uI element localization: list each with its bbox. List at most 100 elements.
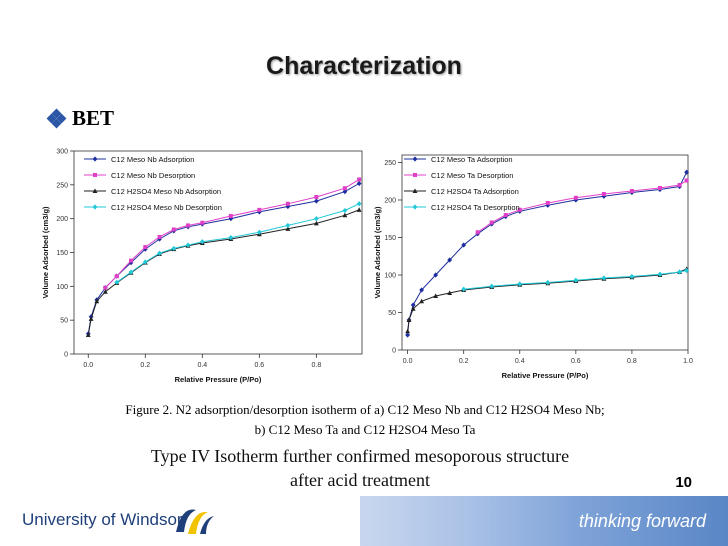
- data-point: [573, 195, 578, 200]
- series-3: [461, 267, 689, 292]
- legend-marker: [92, 156, 98, 162]
- data-point: [357, 177, 362, 182]
- y-tick-label: 150: [56, 250, 68, 257]
- data-point: [200, 220, 205, 225]
- conclusion-text: Type IV Isotherm further confirmed mesop…: [80, 444, 640, 492]
- y-tick-label: 250: [56, 182, 68, 189]
- data-point: [405, 332, 411, 338]
- data-point: [573, 277, 579, 283]
- data-point: [684, 178, 689, 183]
- data-point: [657, 271, 663, 277]
- university-name: University of Windsor: [22, 510, 183, 529]
- legend-label: C12 H2SO4 Meso Nb Desorption: [111, 203, 222, 212]
- series-3: [114, 201, 362, 285]
- series-line: [463, 270, 687, 290]
- data-point: [657, 186, 662, 190]
- data-point: [285, 226, 291, 231]
- x-tick-label: 0.6: [571, 358, 581, 365]
- data-point: [601, 192, 606, 196]
- data-point: [406, 317, 412, 322]
- data-point: [433, 293, 439, 298]
- x-tick-label: 1.0: [683, 358, 693, 365]
- data-point: [419, 298, 425, 304]
- y-tick-label: 200: [56, 216, 68, 223]
- data-point: [545, 279, 551, 286]
- series-line: [407, 172, 688, 336]
- x-tick-label: 0.8: [312, 362, 322, 369]
- x-tick-label: 0.2: [140, 362, 150, 369]
- legend-label: C12 Meso Ta Desorption: [431, 171, 513, 180]
- data-point: [88, 316, 94, 321]
- data-point: [684, 267, 689, 274]
- data-point: [94, 298, 100, 304]
- series-line: [87, 209, 360, 336]
- data-point: [157, 234, 162, 239]
- data-point: [228, 235, 234, 241]
- legend-marker: [413, 173, 417, 177]
- legend-label: C12 H2SO4 Meso Nb Adsorption: [111, 187, 221, 196]
- data-point: [489, 283, 495, 289]
- data-point: [447, 257, 453, 263]
- data-point: [410, 302, 416, 308]
- data-point: [285, 201, 290, 206]
- data-point: [199, 239, 205, 245]
- y-tick-label: 0: [392, 348, 396, 355]
- plot-frame: [73, 150, 363, 355]
- data-point: [256, 229, 262, 235]
- legend-label: C12 Meso Ta Adsorption: [431, 155, 513, 164]
- data-point: [356, 180, 362, 187]
- x-axis-label: Relative Pressure (P/Po): [502, 371, 589, 380]
- data-point: [342, 186, 347, 191]
- series-line: [105, 178, 360, 289]
- data-point: [410, 306, 416, 311]
- x-axis-label: Relative Pressure (P/Po): [175, 375, 262, 384]
- data-point: [143, 245, 148, 250]
- data-point: [503, 213, 508, 217]
- data-point: [157, 250, 162, 256]
- footer-band: [360, 496, 728, 546]
- x-tick-label: 0.0: [83, 362, 93, 369]
- footer-tagline: thinking forward: [578, 511, 706, 531]
- y-tick-label: 100: [384, 273, 396, 280]
- x-tick-label: 0.4: [515, 358, 525, 365]
- y-axis-label: Volume Adsorbed (cm3/g): [373, 206, 382, 299]
- figure-caption: Figure 2. N2 adsorption/desorption isoth…: [60, 400, 670, 440]
- data-point: [342, 207, 348, 214]
- data-point: [677, 183, 682, 187]
- x-tick-label: 0.2: [459, 358, 469, 365]
- x-tick-label: 0.6: [254, 362, 264, 369]
- data-point: [545, 201, 550, 205]
- legend-marker: [412, 204, 418, 210]
- legend-marker: [412, 156, 418, 162]
- footer: University of Windsor thinking forward: [0, 496, 728, 546]
- x-tick-label: 0.0: [403, 358, 413, 365]
- conclusion-line-1: Type IV Isotherm further confirmed mesop…: [150, 446, 570, 466]
- data-point: [85, 332, 91, 338]
- series-2: [405, 266, 689, 334]
- bullet-label: BET: [72, 106, 115, 130]
- data-point: [171, 227, 176, 232]
- ta-isotherm-chart: 0 50 100 150 200 250 0.0 0.2 0.4 0.6 0.8 1.0 Relativ…: [373, 154, 693, 380]
- x-tick-label: 0.8: [627, 358, 637, 365]
- nb-isotherm-chart: 0 50 100 150 200 250 300 0.0 0.2 0.4 0.6 0.8 Relativ…: [41, 149, 363, 384]
- data-point: [447, 290, 453, 295]
- x-tick-label: 0.4: [197, 362, 207, 369]
- data-point: [475, 230, 480, 235]
- plot-frame: [401, 154, 689, 351]
- conclusion-line-2: after acid treatment: [290, 470, 430, 490]
- y-tick-label: 50: [388, 310, 396, 317]
- legend-label: C12 Meso Nb Adsorption: [111, 155, 194, 164]
- data-point: [313, 220, 319, 226]
- data-point: [142, 246, 148, 252]
- legend-label: C12 H2SO4 Ta Adsorption: [431, 187, 519, 196]
- data-point: [313, 216, 319, 222]
- data-point: [629, 189, 634, 193]
- data-point: [342, 189, 348, 195]
- data-point: [102, 289, 108, 294]
- data-point: [285, 222, 291, 229]
- y-tick-label: 300: [56, 149, 68, 156]
- legend-marker: [92, 204, 98, 210]
- series-2: [85, 207, 362, 338]
- legend-marker: [412, 188, 418, 193]
- y-axis-label: Volume Adsorbed (cm3/g): [41, 206, 50, 299]
